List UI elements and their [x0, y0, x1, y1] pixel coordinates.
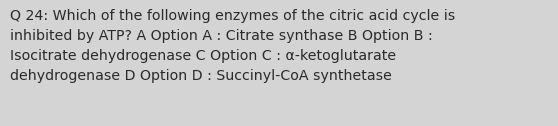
Text: Q 24: Which of the following enzymes of the citric acid cycle is
inhibited by AT: Q 24: Which of the following enzymes of … [10, 9, 455, 83]
